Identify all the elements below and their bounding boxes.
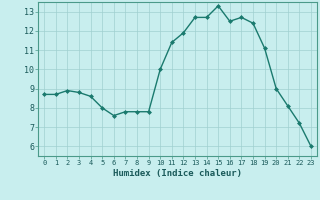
X-axis label: Humidex (Indice chaleur): Humidex (Indice chaleur) bbox=[113, 169, 242, 178]
